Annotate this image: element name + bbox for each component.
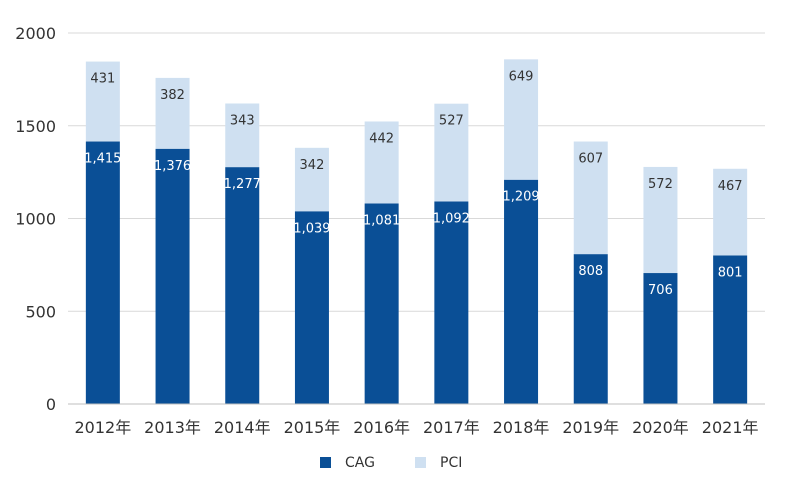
data-labels: 1,415 431 1,376 382 1,277 343 1,039 342 1,081 442… [84,69,742,298]
legend: CAG PCI [320,455,462,471]
data-label-cag: 1,277 [224,177,261,192]
bar-pci-2015年 [294,147,329,212]
x-tick-label: 2012年 [74,418,131,437]
data-label-pci: 467 [718,179,743,194]
bar-cag-2019年 [573,254,608,404]
data-label-cag: 1,376 [154,159,191,174]
x-tick-label: 2015年 [284,418,341,437]
bar-cag-2016年 [364,203,399,404]
legend-swatch-cag [320,457,331,468]
bar-cag-2017年 [434,201,469,404]
bar-pci-2012年 [85,61,120,142]
bar-pci-2013年 [155,77,190,149]
bar-pci-2014年 [225,103,260,168]
data-label-cag: 1,081 [363,213,400,228]
y-tick-label: 1500 [15,117,56,136]
data-label-pci: 342 [300,158,325,173]
data-label-cag: 1,039 [293,221,330,236]
bar-pci-2017年 [434,103,469,202]
legend-swatch-pci [415,457,426,468]
x-tick-label: 2013年 [144,418,201,437]
data-label-cag: 706 [648,283,673,298]
y-tick-label: 0 [46,395,56,414]
axes: 0 500 1000 1500 2000 2012年 2013年 2014年 2015年 2016… [15,24,765,437]
y-tick-label: 1000 [15,210,56,229]
y-tick-label: 500 [25,302,56,321]
x-tick-label: 2016年 [353,418,410,437]
bar-cag-2012年 [85,141,120,404]
bar-cag-2021年 [713,255,748,404]
bar-pci-2016年 [364,121,399,204]
data-label-pci: 607 [578,152,603,167]
bar-pci-2018年 [504,59,539,180]
data-label-pci: 649 [509,69,534,84]
data-label-pci: 382 [160,88,185,103]
x-tick-label: 2017年 [423,418,480,437]
data-label-cag: 1,092 [433,211,470,226]
bar-pci-2020年 [643,166,678,274]
bar-cag-2013年 [155,148,190,404]
bar-pci-2019年 [573,141,608,255]
data-label-pci: 431 [90,72,115,87]
bar-pci-2021年 [713,168,748,256]
bar-cag-2014年 [225,167,260,404]
bar-cag-2015年 [294,211,329,404]
bar-cag-2020年 [643,273,678,404]
data-label-pci: 442 [369,131,394,146]
y-tick-label: 2000 [15,24,56,43]
bars [85,59,748,404]
x-tick-label: 2019年 [562,418,619,437]
data-label-cag: 808 [578,264,603,279]
x-tick-label: 2020年 [632,418,689,437]
bar-cag-2018年 [504,179,539,404]
data-label-cag: 1,209 [502,190,539,205]
data-label-cag: 1,415 [84,152,121,167]
legend-label-cag: CAG [345,455,375,471]
x-tick-label: 2014年 [214,418,271,437]
legend-label-pci: PCI [440,455,462,471]
x-tick-label: 2018年 [493,418,550,437]
data-label-pci: 572 [648,177,673,192]
data-label-pci: 343 [230,113,255,128]
data-label-pci: 527 [439,114,464,129]
x-tick-label: 2021年 [702,418,759,437]
data-label-cag: 801 [718,265,743,280]
